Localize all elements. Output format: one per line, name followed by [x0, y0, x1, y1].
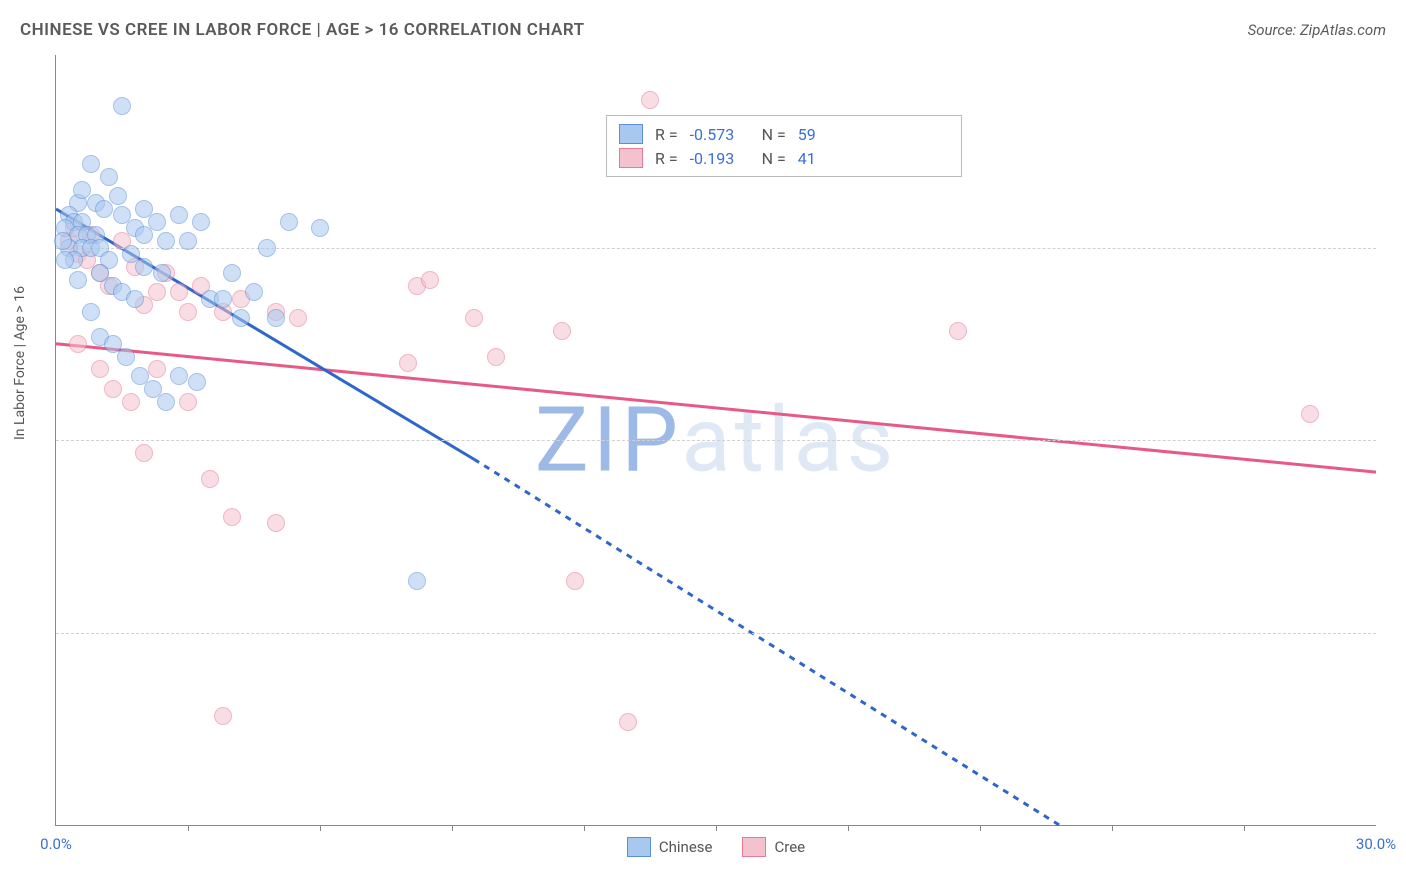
point-chinese	[117, 348, 135, 366]
source-label: Source: ZipAtlas.com	[1248, 21, 1386, 39]
point-chinese	[188, 373, 206, 391]
point-cree	[465, 309, 483, 327]
point-cree	[104, 380, 122, 398]
point-chinese	[157, 393, 175, 411]
point-chinese	[232, 309, 250, 327]
legend-swatch-icon	[619, 148, 643, 168]
x-tick-mark	[188, 825, 189, 831]
point-chinese	[179, 232, 197, 250]
point-cree	[566, 572, 584, 590]
legend-item: Cree	[742, 837, 805, 857]
stat-r-value: -0.573	[690, 125, 750, 144]
title-bar: CHINESE VS CREE IN LABOR FORCE | AGE > 1…	[20, 20, 1386, 40]
x-tick-label: 30.0%	[1356, 835, 1396, 853]
point-chinese	[170, 206, 188, 224]
point-cree	[122, 393, 140, 411]
point-chinese	[122, 245, 140, 263]
plot-area: ZIPatlas R =-0.573N =59R =-0.193N =41 Ch…	[55, 55, 1376, 826]
point-chinese	[157, 232, 175, 250]
stat-r-label: R =	[655, 125, 678, 144]
stats-legend-row: R = -0.193 N = 41	[619, 146, 949, 170]
point-cree	[223, 508, 241, 526]
gridline	[56, 440, 1376, 441]
point-chinese	[214, 290, 232, 308]
y-tick-label: 50.0%	[1386, 431, 1406, 449]
point-cree	[148, 360, 166, 378]
point-chinese	[54, 232, 72, 250]
point-chinese	[126, 290, 144, 308]
stat-n-value: 59	[798, 125, 858, 144]
point-cree	[619, 713, 637, 731]
stat-r-label: R =	[655, 149, 678, 168]
point-cree	[641, 91, 659, 109]
point-chinese	[69, 271, 87, 289]
point-chinese	[311, 219, 329, 237]
point-cree	[487, 348, 505, 366]
legend-swatch-icon	[742, 837, 766, 857]
legend-label: Cree	[774, 838, 805, 856]
point-chinese	[113, 97, 131, 115]
point-chinese	[56, 251, 74, 269]
point-chinese	[280, 213, 298, 231]
point-chinese	[135, 258, 153, 276]
point-cree	[179, 393, 197, 411]
x-tick-mark	[716, 825, 717, 831]
point-cree	[135, 444, 153, 462]
point-chinese	[245, 283, 263, 301]
point-chinese	[267, 309, 285, 327]
point-cree	[170, 283, 188, 301]
stat-n-label: N =	[762, 149, 786, 168]
x-tick-mark	[584, 825, 585, 831]
x-tick-mark	[1244, 825, 1245, 831]
gridline	[56, 633, 1376, 634]
stats-legend: R = -0.573 N = 59 R = -0.193 N = 41	[606, 115, 962, 177]
y-tick-label: 80.0%	[1386, 46, 1406, 64]
y-axis-label: In Labor Force | Age > 16	[12, 286, 28, 440]
chart-title: CHINESE VS CREE IN LABOR FORCE | AGE > 1…	[20, 20, 585, 40]
x-tick-label: 0.0%	[40, 835, 72, 853]
y-tick-label: 65.0%	[1386, 239, 1406, 257]
stats-legend-row: R = -0.573 N = 59	[619, 122, 949, 146]
point-cree	[949, 322, 967, 340]
point-cree	[1301, 405, 1319, 423]
point-chinese	[258, 239, 276, 257]
legend-label: Chinese	[659, 838, 713, 856]
point-cree	[69, 335, 87, 353]
point-cree	[214, 707, 232, 725]
point-cree	[91, 360, 109, 378]
series-legend: Chinese Cree	[56, 837, 1376, 857]
stat-n-value: 41	[798, 149, 858, 168]
point-chinese	[100, 168, 118, 186]
point-cree	[148, 283, 166, 301]
x-tick-mark	[320, 825, 321, 831]
stat-r-value: -0.193	[690, 149, 750, 168]
y-tick-label: 35.0%	[1386, 624, 1406, 642]
point-cree	[267, 514, 285, 532]
stat-n-label: N =	[762, 125, 786, 144]
point-cree	[553, 322, 571, 340]
x-tick-mark	[848, 825, 849, 831]
point-chinese	[153, 264, 171, 282]
legend-swatch-icon	[627, 837, 651, 857]
point-chinese	[82, 303, 100, 321]
point-chinese	[109, 187, 127, 205]
legend-item: Chinese	[627, 837, 713, 857]
point-cree	[399, 354, 417, 372]
gridline	[56, 248, 1376, 249]
x-tick-mark	[980, 825, 981, 831]
point-cree	[179, 303, 197, 321]
point-cree	[289, 309, 307, 327]
point-chinese	[192, 213, 210, 231]
legend-swatch-icon	[619, 124, 643, 144]
point-chinese	[82, 155, 100, 173]
point-chinese	[170, 367, 188, 385]
point-cree	[201, 470, 219, 488]
point-cree	[421, 271, 439, 289]
point-chinese	[223, 264, 241, 282]
point-chinese	[135, 226, 153, 244]
x-tick-mark	[452, 825, 453, 831]
point-chinese	[408, 572, 426, 590]
x-tick-mark	[1112, 825, 1113, 831]
